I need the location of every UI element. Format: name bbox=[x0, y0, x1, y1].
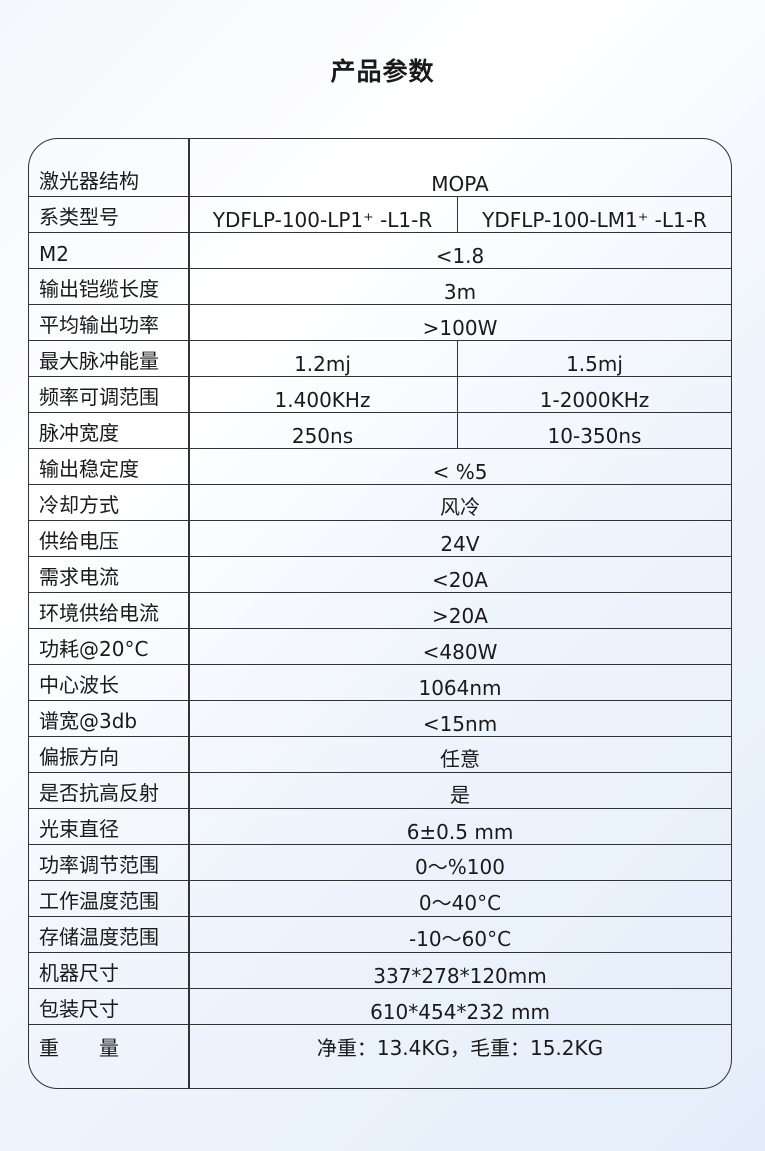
row-value: >20A bbox=[432, 604, 488, 628]
row-label: 供给电压 bbox=[39, 529, 119, 553]
table-row: 输出铠缆长度 3m bbox=[29, 268, 731, 305]
table-row: 平均输出功率 >100W bbox=[29, 304, 731, 341]
row-value-2: YDFLP-100-LM1⁺ -L1-R bbox=[457, 196, 731, 232]
row-label: 需求电流 bbox=[39, 565, 119, 589]
row-value: MOPA bbox=[431, 172, 489, 196]
row-label: 中心波长 bbox=[39, 673, 119, 697]
row-value: <480W bbox=[422, 640, 498, 664]
row-label: 激光器结构 bbox=[39, 169, 139, 193]
table-row: 中心波长 1064nm bbox=[29, 664, 731, 701]
row-value-2: 1.5mj bbox=[457, 340, 731, 376]
row-label: 功率调节范围 bbox=[39, 853, 159, 877]
row-value: 净重：13.4KG，毛重：15.2KG bbox=[316, 1036, 604, 1060]
table-row: 机器尺寸 337*278*120mm bbox=[29, 952, 731, 989]
row-value: 337*278*120mm bbox=[373, 964, 547, 988]
table-row: M2 <1.8 bbox=[29, 232, 731, 269]
row-value-1: 1.400KHz bbox=[274, 388, 371, 412]
row-value: <20A bbox=[432, 568, 488, 592]
row-value: 24V bbox=[440, 532, 480, 556]
row-label: 机器尺寸 bbox=[39, 961, 119, 985]
page-title: 产品参数 bbox=[330, 57, 435, 86]
table-row: 系类型号 YDFLP-100-LP1⁺ -L1-R YDFLP-100-LM1⁺ -… bbox=[29, 196, 731, 233]
spec-table: 激光器结构 MOPA 系类型号 YDFLP-100-LP1⁺ -L1-R YDFLP-1… bbox=[28, 138, 732, 1089]
row-label: 平均输出功率 bbox=[39, 313, 159, 337]
table-row: 重 量 净重：13.4KG，毛重：15.2KG bbox=[29, 1024, 731, 1088]
row-value: 1064nm bbox=[418, 676, 502, 700]
row-label: 光束直径 bbox=[39, 817, 119, 841]
table-row: 存储温度范围 -10～60°C bbox=[29, 916, 731, 953]
row-value: < %5 bbox=[432, 460, 488, 484]
row-label: 是否抗高反射 bbox=[39, 781, 159, 805]
row-value-2: 10-350ns bbox=[457, 412, 731, 448]
row-value-1: 250ns bbox=[291, 424, 354, 448]
row-label: 频率可调范围 bbox=[39, 385, 159, 409]
row-value: 6±0.5 mm bbox=[406, 820, 514, 844]
table-row: 谱宽@3db <15nm bbox=[29, 700, 731, 737]
row-value: 风冷 bbox=[440, 495, 480, 519]
row-label: 脉冲宽度 bbox=[39, 421, 119, 445]
row-label: 系类型号 bbox=[39, 205, 119, 229]
row-label: 输出铠缆长度 bbox=[39, 277, 159, 301]
table-row: 功耗@20°C <480W bbox=[29, 628, 731, 665]
row-value: >100W bbox=[422, 316, 498, 340]
table-row: 光束直径 6±0.5 mm bbox=[29, 808, 731, 845]
table-row: 最大脉冲能量 1.2mj 1.5mj bbox=[29, 340, 731, 377]
table-row: 输出稳定度 < %5 bbox=[29, 448, 731, 485]
row-label: 最大脉冲能量 bbox=[39, 349, 159, 373]
row-label: 存储温度范围 bbox=[39, 925, 159, 949]
row-label: 冷却方式 bbox=[39, 493, 119, 517]
table-row: 激光器结构 MOPA bbox=[29, 139, 731, 197]
table-row: 环境供给电流 >20A bbox=[29, 592, 731, 629]
row-value: <15nm bbox=[422, 712, 498, 736]
table-row: 脉冲宽度 250ns 10-350ns bbox=[29, 412, 731, 449]
row-label: 谱宽@3db bbox=[39, 709, 138, 733]
table-row: 工作温度范围 0～40°C bbox=[29, 880, 731, 917]
table-row: 是否抗高反射 是 bbox=[29, 772, 731, 809]
row-value-2: 1-2000KHz bbox=[457, 376, 731, 412]
row-value-1: 1.2mj bbox=[294, 352, 351, 376]
row-value-1: YDFLP-100-LP1⁺ -L1-R bbox=[212, 208, 433, 232]
row-label: 包装尺寸 bbox=[39, 997, 119, 1021]
table-row: 需求电流 <20A bbox=[29, 556, 731, 593]
table-row: 频率可调范围 1.400KHz 1-2000KHz bbox=[29, 376, 731, 413]
row-value: <1.8 bbox=[435, 244, 485, 268]
row-value: 0～%100 bbox=[415, 855, 505, 879]
row-label: 工作温度范围 bbox=[39, 889, 159, 913]
table-row: 功率调节范围 0～%100 bbox=[29, 844, 731, 881]
row-label: 功耗@20°C bbox=[39, 637, 149, 661]
row-value: 0～40°C bbox=[418, 891, 502, 915]
row-label: M2 bbox=[39, 242, 69, 266]
column-divider bbox=[188, 139, 190, 1088]
row-label: 环境供给电流 bbox=[39, 601, 159, 625]
row-value: -10～60°C bbox=[408, 927, 512, 951]
table-row: 供给电压 24V bbox=[29, 520, 731, 557]
row-value: 是 bbox=[450, 783, 470, 807]
row-label: 重 量 bbox=[39, 1036, 119, 1060]
row-label: 输出稳定度 bbox=[39, 457, 139, 481]
table-row: 偏振方向 任意 bbox=[29, 736, 731, 773]
row-label: 偏振方向 bbox=[39, 745, 119, 769]
row-value: 3m bbox=[443, 280, 477, 304]
row-value: 610*454*232 mm bbox=[370, 1000, 550, 1024]
row-value: 任意 bbox=[440, 747, 480, 771]
table-row: 包装尺寸 610*454*232 mm bbox=[29, 988, 731, 1025]
table-row: 冷却方式 风冷 bbox=[29, 484, 731, 521]
